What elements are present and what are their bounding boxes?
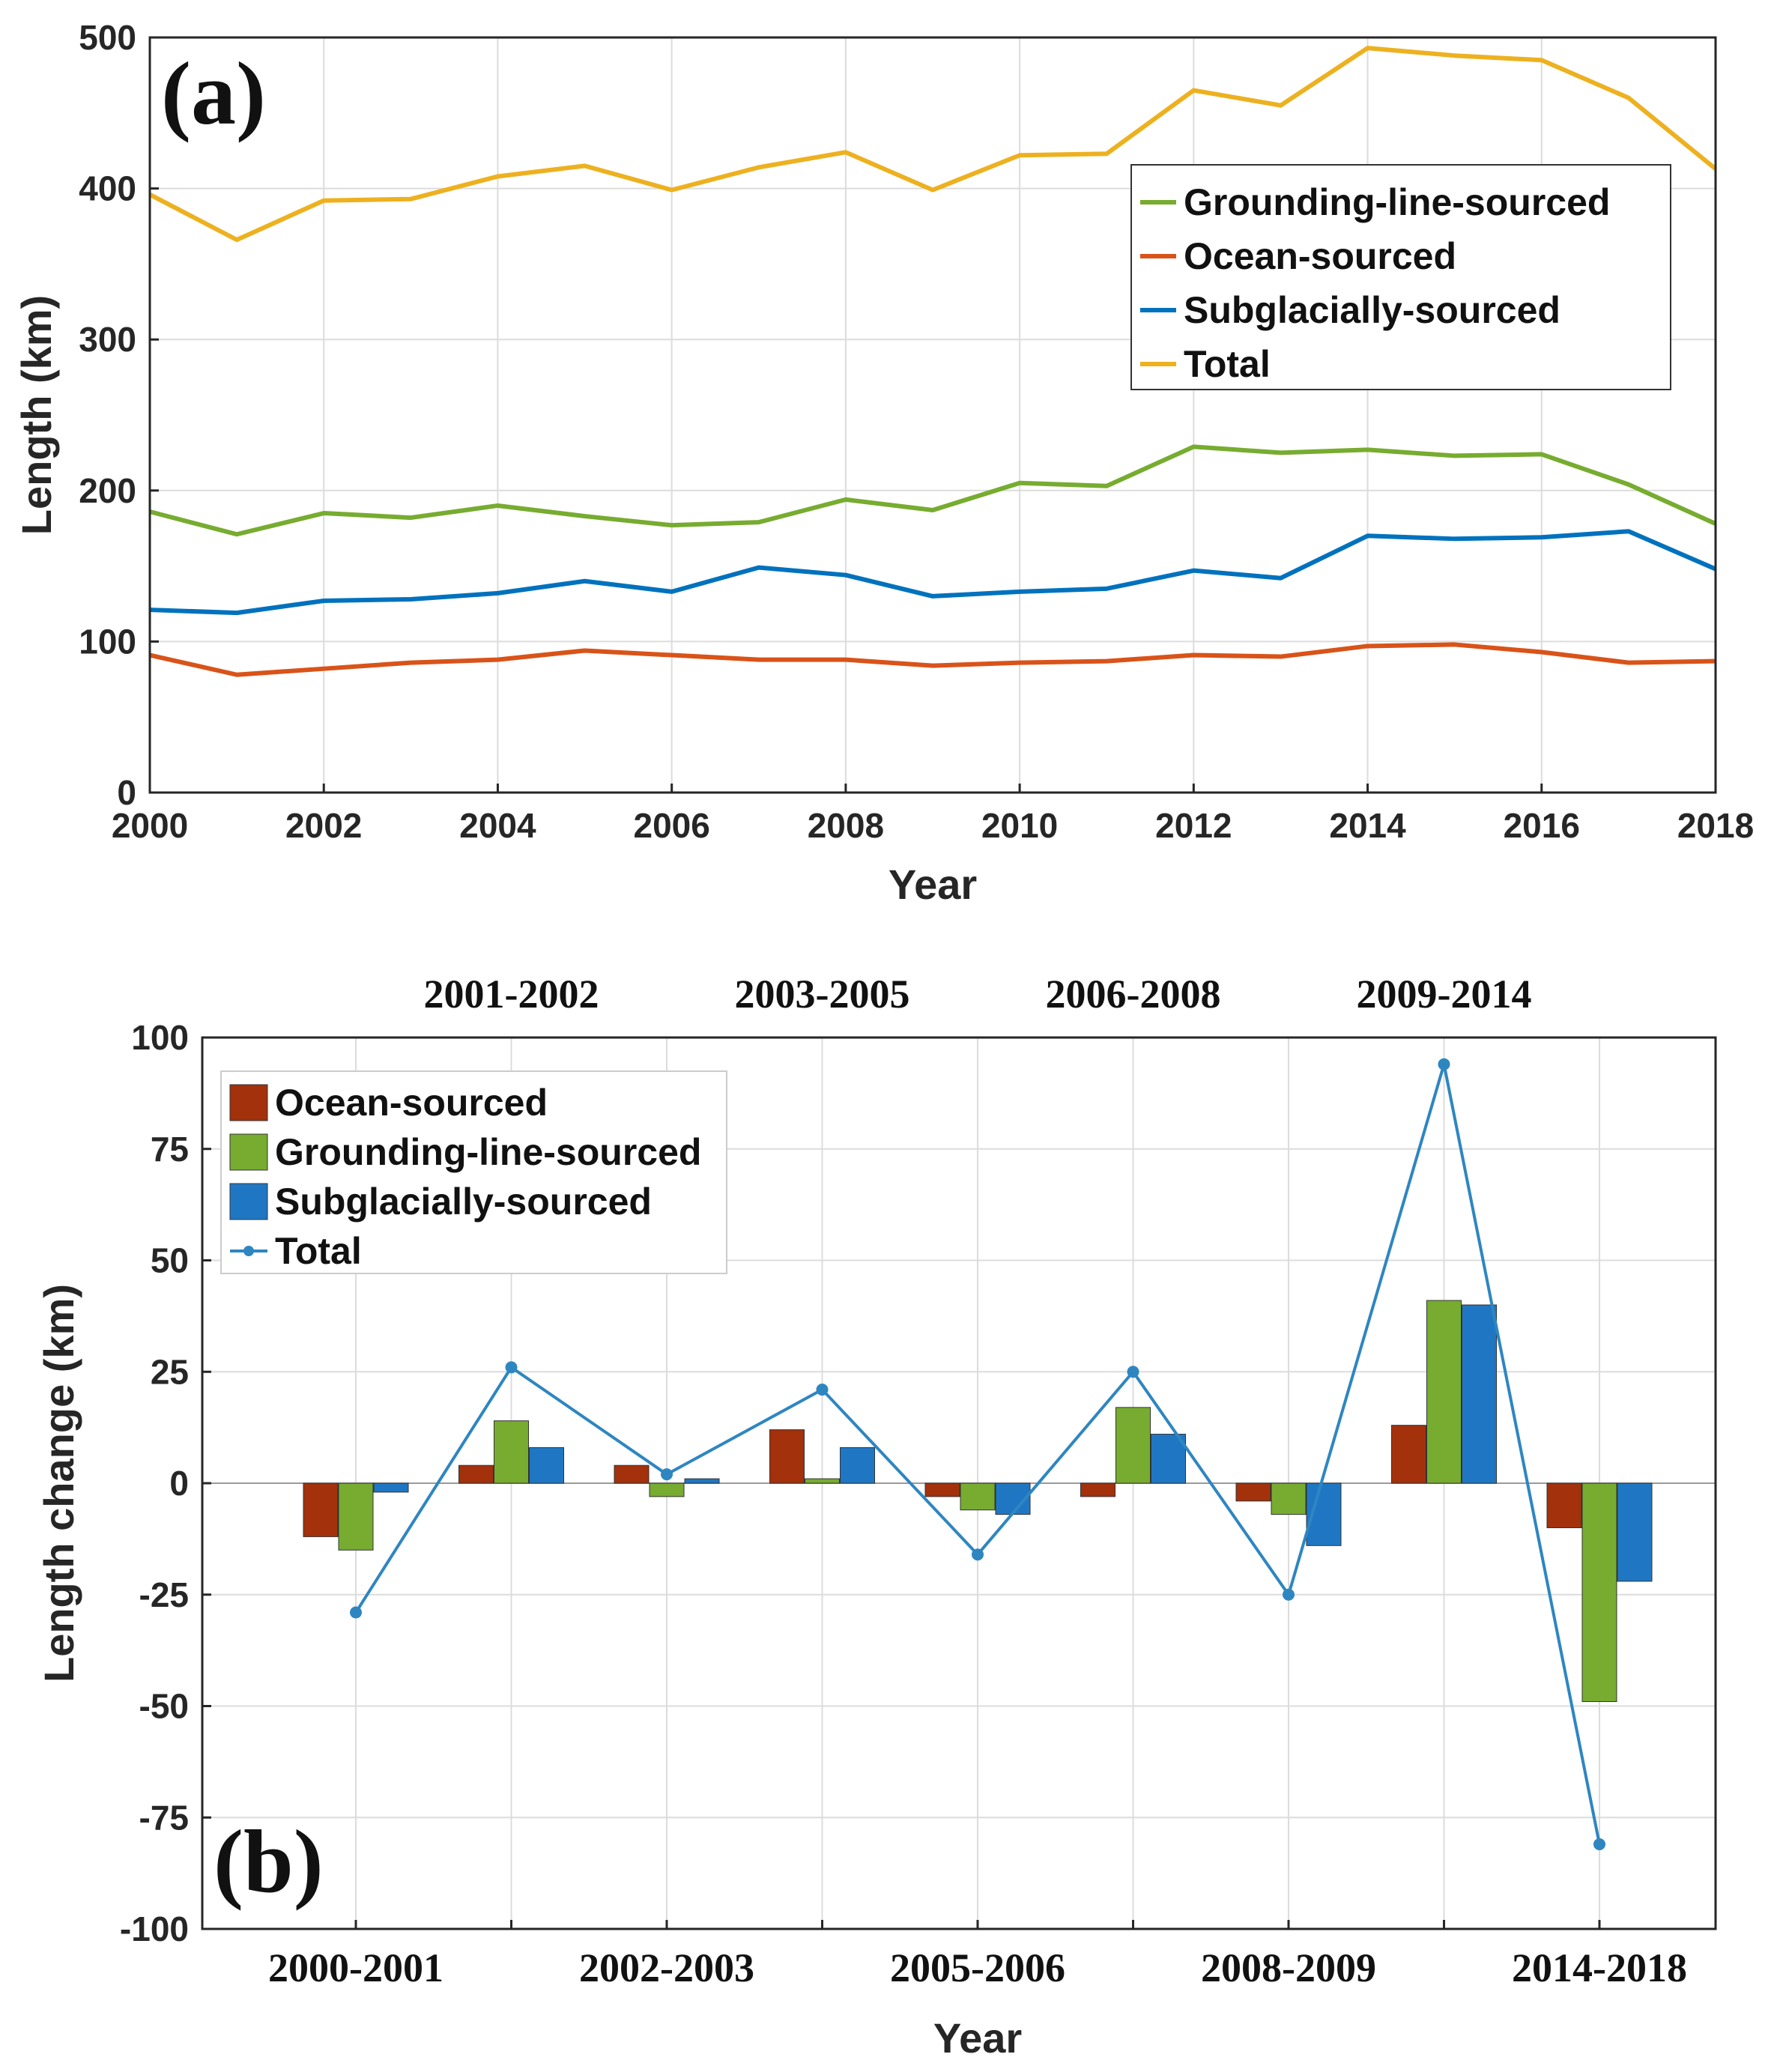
panel-a-x-tick-label: 2008 bbox=[808, 806, 884, 845]
panel-b-bar-ocean-sourced bbox=[769, 1429, 805, 1484]
panel-b-bar-subglacially-sourced bbox=[684, 1478, 720, 1484]
panel-b-bar-subglacially-sourced bbox=[1151, 1434, 1186, 1484]
panel-b-period-label: 2003-2005 bbox=[735, 972, 910, 1017]
panel-b-total-marker bbox=[1283, 1588, 1295, 1601]
panel-b-period-label: 2001-2002 bbox=[424, 972, 599, 1017]
panel-b-period-label: 2002-2003 bbox=[579, 1945, 754, 1990]
panel-b-y-tick-label: -25 bbox=[139, 1575, 189, 1614]
panel-b-label: (b) bbox=[214, 1811, 324, 1911]
panel-a-series-line-subglacially-sourced bbox=[149, 529, 1717, 616]
panel-b-y-tick-label: 50 bbox=[151, 1241, 189, 1280]
panel-a-y-tick-label: 400 bbox=[79, 169, 136, 208]
panel-a-y-tick-label: 300 bbox=[79, 320, 136, 359]
panel-b-legend: Ocean-sourced Grounding-line-sourced Subgl… bbox=[220, 1070, 727, 1274]
panel-a-legend-label: Grounding-line-sourced bbox=[1184, 181, 1610, 223]
panel-b-period-label: 2006-2008 bbox=[1046, 972, 1221, 1017]
panel-b-legend-label: Ocean-sourced bbox=[275, 1082, 548, 1124]
panel-b-y-tick-label: -50 bbox=[139, 1687, 189, 1726]
panel-a-label: (a) bbox=[161, 43, 266, 143]
panel-a-x-tick-label: 2016 bbox=[1504, 806, 1580, 845]
panel-b-legend-swatch bbox=[229, 1133, 268, 1171]
panel-b-period-label: 2005-2006 bbox=[890, 1945, 1065, 1990]
panel-a-series-line-grounding-line-sourced bbox=[149, 444, 1717, 537]
panel-b-bar-ocean-sourced bbox=[1546, 1482, 1582, 1528]
panel-a-axes-box bbox=[148, 36, 1717, 794]
panel-b-x-axis-label: Year bbox=[933, 2014, 1022, 2062]
panel-b-bar-grounding-line-sourced bbox=[1581, 1482, 1617, 1703]
panel-a-series-line-ocean-sourced bbox=[149, 642, 1716, 677]
panel-a-y-tick-label: 200 bbox=[79, 471, 136, 510]
panel-a-x-tick-label: 2010 bbox=[981, 806, 1058, 845]
panel-b-bar-grounding-line-sourced bbox=[649, 1482, 685, 1497]
panel-b-y-axis-label: Length change (km) bbox=[35, 1284, 82, 1682]
panel-b-period-label: 2009-2014 bbox=[1357, 972, 1532, 1017]
panel-b-bar-subglacially-sourced bbox=[840, 1447, 875, 1484]
panel-a-x-tick-label: 2004 bbox=[459, 806, 536, 845]
panel-a-x-tick-label: 2018 bbox=[1677, 806, 1754, 845]
panel-a-legend-label: Subglacially-sourced bbox=[1184, 289, 1560, 331]
panel-b-y-tick-label: -75 bbox=[139, 1798, 189, 1837]
panel-a-x-tick-label: 2014 bbox=[1329, 806, 1406, 845]
panel-a-x-tick-label: 2002 bbox=[285, 806, 362, 845]
panel-b-bar-chart: 2000-2001 2001-2002 2002-2003 2003-2005 2005… bbox=[35, 972, 1717, 2062]
panel-b-bar-grounding-line-sourced bbox=[1115, 1407, 1151, 1484]
panel-b-bar-grounding-line-sourced bbox=[805, 1478, 840, 1484]
panel-b-total-marker bbox=[1438, 1058, 1450, 1070]
panel-b-bar-ocean-sourced bbox=[458, 1464, 494, 1484]
panel-b-legend-label: Total bbox=[275, 1230, 362, 1272]
panel-b-bar-subglacially-sourced bbox=[529, 1447, 564, 1484]
panel-b-y-tick-label: 0 bbox=[169, 1464, 189, 1503]
panel-a-legend: Grounding-line-sourced Ocean-sourced Subgl… bbox=[1130, 164, 1671, 390]
panel-b-legend-swatch bbox=[229, 1084, 268, 1121]
panel-b-legend-label: Subglacially-sourced bbox=[275, 1181, 652, 1223]
panel-a-x-tick-label: 2000 bbox=[112, 806, 188, 845]
panel-b-bar-grounding-line-sourced bbox=[960, 1482, 996, 1511]
panel-a-y-tick-label: 100 bbox=[79, 622, 136, 661]
panel-b-bar-ocean-sourced bbox=[1391, 1425, 1426, 1484]
panel-b-bar-grounding-line-sourced bbox=[1271, 1482, 1307, 1515]
panel-b-total-marker bbox=[505, 1361, 518, 1374]
panel-a-x-tick-label: 2006 bbox=[633, 806, 709, 845]
panel-b-legend-label: Grounding-line-sourced bbox=[275, 1131, 701, 1173]
panel-b-bar-ocean-sourced bbox=[303, 1482, 339, 1537]
panel-b-bar-grounding-line-sourced bbox=[494, 1420, 529, 1484]
panel-a-x-axis-label: Year bbox=[888, 861, 977, 908]
panel-a-x-tick-label: 2012 bbox=[1155, 806, 1232, 845]
panel-b-bar-ocean-sourced bbox=[924, 1482, 960, 1497]
panel-b-bar-ocean-sourced bbox=[1080, 1482, 1115, 1497]
panel-b-bar-subglacially-sourced bbox=[373, 1482, 409, 1493]
panel-b-total-marker bbox=[1127, 1366, 1139, 1378]
panel-a-legend-label: Ocean-sourced bbox=[1184, 235, 1456, 277]
panel-b-total-marker bbox=[350, 1606, 362, 1619]
panel-b-y-tick-label: 25 bbox=[151, 1352, 189, 1391]
panel-b-bar-subglacially-sourced bbox=[1617, 1482, 1653, 1582]
panel-b-total-marker bbox=[1593, 1838, 1605, 1850]
panel-b-period-label: 2008-2009 bbox=[1201, 1945, 1376, 1990]
panel-b-total-marker bbox=[661, 1468, 673, 1481]
panel-b-bar-grounding-line-sourced bbox=[338, 1482, 374, 1551]
panel-a-line-chart: 2000 2002 2004 2006 2008 2010 2012 2014 2016 2018… bbox=[13, 18, 1754, 908]
panel-b-period-label: 2000-2001 bbox=[268, 1945, 444, 1990]
panel-b-legend-marker bbox=[243, 1246, 254, 1256]
panel-a-y-axis-label: Length (km) bbox=[13, 295, 60, 535]
panel-a-y-tick-label: 500 bbox=[79, 18, 136, 57]
panel-b-bar-ocean-sourced bbox=[614, 1464, 650, 1484]
panel-b-y-tick-label: 100 bbox=[131, 1018, 189, 1057]
panel-b-y-tick-label: -100 bbox=[120, 1909, 189, 1948]
panel-b-bar-grounding-line-sourced bbox=[1426, 1300, 1462, 1484]
panel-b-total-marker bbox=[972, 1548, 984, 1561]
panel-a-series-line-total bbox=[148, 46, 1717, 243]
panel-b-total-marker bbox=[816, 1384, 829, 1396]
panel-a-legend-label: Total bbox=[1184, 343, 1271, 385]
panel-b-bar-ocean-sourced bbox=[1235, 1482, 1271, 1502]
panel-a-y-tick-label: 0 bbox=[117, 773, 136, 812]
panel-b-legend-swatch bbox=[229, 1183, 268, 1220]
panel-b-bar-subglacially-sourced bbox=[1462, 1304, 1497, 1484]
panel-a-legend-box bbox=[1130, 164, 1671, 390]
panel-b-legend-box bbox=[220, 1070, 727, 1274]
panel-b-period-label: 2014-2018 bbox=[1512, 1945, 1687, 1990]
panel-b-y-tick-label: 75 bbox=[151, 1130, 189, 1169]
